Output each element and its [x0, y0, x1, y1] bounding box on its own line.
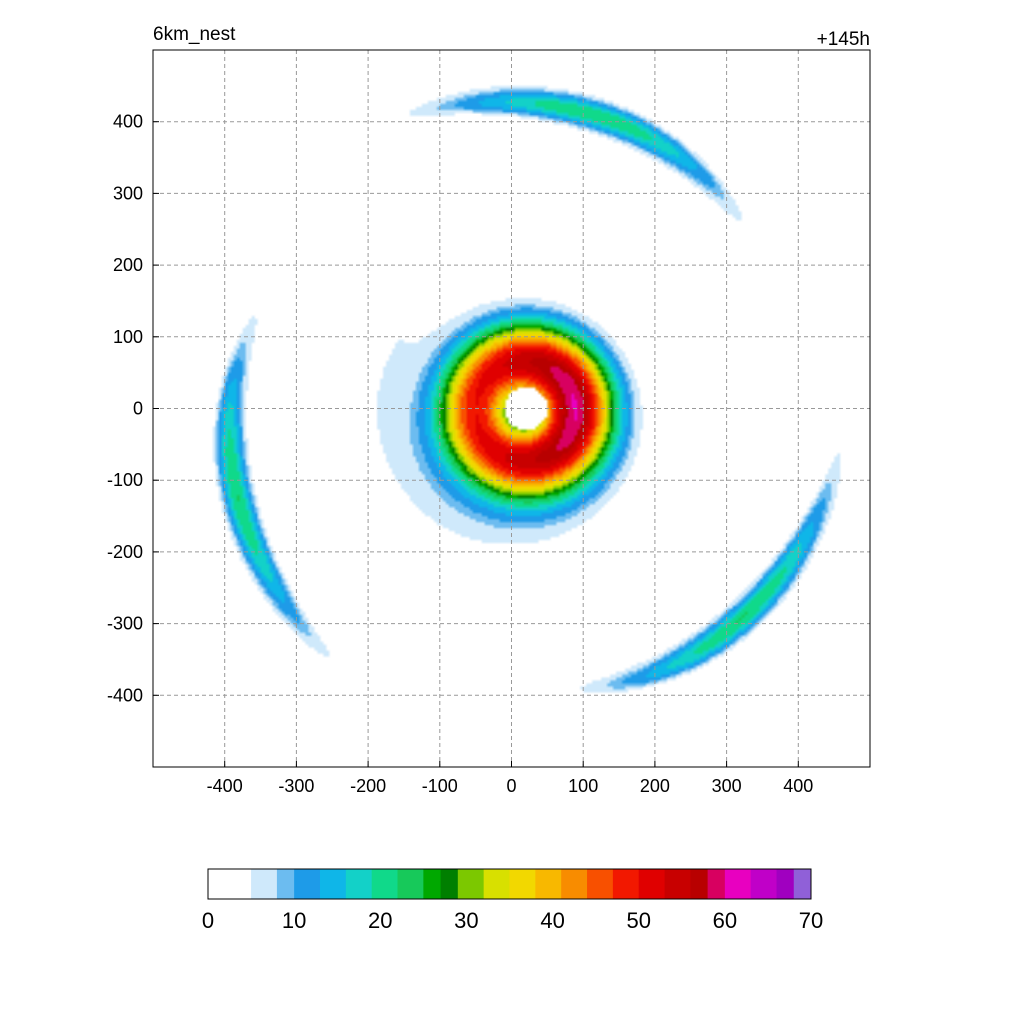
colorbar-swatch	[724, 869, 752, 899]
y-tick-label: 400	[113, 112, 143, 132]
colorbar-swatch	[707, 869, 726, 899]
colorbar-tick-label: 70	[799, 908, 823, 933]
colorbar-frame	[207, 868, 812, 900]
colorbar-swatch	[561, 869, 588, 899]
title-left: 6km_nest	[153, 24, 236, 45]
x-axis: -400 -300 -200 -100 0 100 200 300 400	[207, 761, 813, 796]
colorbar-swatch	[345, 869, 373, 899]
y-tick-label: -100	[107, 470, 143, 490]
y-tick-label: 100	[113, 327, 143, 347]
colorbar-swatch	[793, 869, 812, 899]
colorbar-swatch	[251, 869, 278, 899]
y-tick-label: -200	[107, 542, 143, 562]
colorbar-ticks: 0 10 20 30 40 50 60 70	[202, 908, 823, 933]
plot-area	[152, 49, 871, 768]
colorbar-swatch	[423, 869, 442, 899]
y-tick-label: -300	[107, 614, 143, 634]
colorbar-swatch	[208, 869, 252, 899]
grid-lines	[153, 50, 870, 767]
colorbar-swatch	[587, 869, 614, 899]
y-tick-label: 300	[113, 183, 143, 203]
colorbar-swatch	[535, 869, 562, 899]
colorbar-swatch	[440, 869, 459, 899]
colorbar-tick-label: 0	[202, 908, 214, 933]
colorbar-tick-label: 30	[454, 908, 478, 933]
y-tick-label: -400	[107, 685, 143, 705]
colorbar-swatch	[483, 869, 510, 899]
colorbar-swatch	[509, 869, 536, 899]
colorbar-swatch	[664, 869, 691, 899]
colorbar-swatch	[319, 869, 347, 899]
colorbar-swatch	[457, 869, 485, 899]
colorbar-tick-label: 40	[540, 908, 564, 933]
colorbar-swatch	[690, 869, 709, 899]
x-tick-label: 0	[506, 776, 516, 796]
colorbar-swatch	[638, 869, 666, 899]
colorbar-swatch	[276, 869, 295, 899]
title-right: +145h	[817, 29, 870, 50]
y-tick-label: 200	[113, 255, 143, 275]
x-tick-label: -200	[350, 776, 386, 796]
y-tick-label: 0	[133, 399, 143, 419]
y-axis: -400 -300 -200 -100 0 100 200 300 400	[107, 112, 159, 705]
colorbar-swatch	[612, 869, 640, 899]
colorbar-swatch	[397, 869, 424, 899]
colorbar-swatch	[776, 869, 795, 899]
x-tick-label: 200	[640, 776, 670, 796]
x-tick-label: 100	[568, 776, 598, 796]
colorbar-swatch	[371, 869, 399, 899]
x-tick-label: -300	[278, 776, 314, 796]
colorbar-tick-label: 20	[368, 908, 392, 933]
x-tick-label: -400	[207, 776, 243, 796]
colorbar-swatch	[750, 869, 778, 899]
colorbar	[207, 868, 812, 900]
colorbar-tick-label: 50	[626, 908, 650, 933]
x-tick-label: -100	[422, 776, 458, 796]
x-tick-label: 400	[783, 776, 813, 796]
colorbar-tick-label: 10	[282, 908, 306, 933]
x-tick-label: 300	[712, 776, 742, 796]
colorbar-tick-label: 60	[713, 908, 737, 933]
colorbar-swatch	[294, 869, 321, 899]
